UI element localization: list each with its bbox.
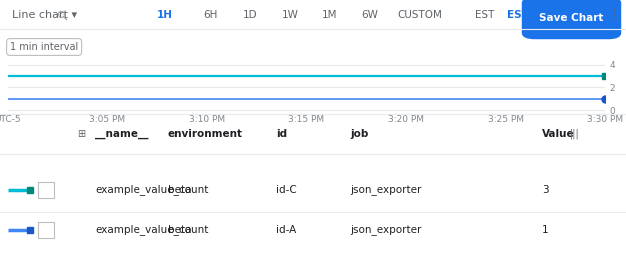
Text: Value: Value xyxy=(542,129,575,139)
Text: id-C: id-C xyxy=(276,185,297,195)
Text: __name__: __name__ xyxy=(95,129,148,139)
Text: EST: EST xyxy=(507,10,529,20)
Text: |||: ||| xyxy=(570,129,580,139)
Bar xyxy=(38,222,54,238)
Text: environment: environment xyxy=(168,129,243,139)
Text: json_exporter: json_exporter xyxy=(350,184,421,196)
Text: json_exporter: json_exporter xyxy=(350,225,421,235)
Text: EST: EST xyxy=(475,10,495,20)
Text: 6W: 6W xyxy=(362,10,379,20)
Text: Line chart ▾: Line chart ▾ xyxy=(12,10,77,20)
Text: ⚲: ⚲ xyxy=(55,7,71,23)
Text: beta: beta xyxy=(168,225,192,235)
Text: ⋮: ⋮ xyxy=(608,8,622,22)
Text: 1 min interval: 1 min interval xyxy=(10,42,78,52)
Text: beta: beta xyxy=(168,185,192,195)
Text: 3: 3 xyxy=(542,185,548,195)
Text: 1: 1 xyxy=(542,225,548,235)
Text: 1M: 1M xyxy=(322,10,338,20)
Text: Save Chart: Save Chart xyxy=(540,13,603,23)
Text: job: job xyxy=(350,129,368,139)
Text: ⊞: ⊞ xyxy=(77,129,85,139)
Text: example_value_count: example_value_count xyxy=(95,184,208,196)
Text: example_value_count: example_value_count xyxy=(95,225,208,235)
Text: 1W: 1W xyxy=(282,10,299,20)
Bar xyxy=(38,182,54,198)
Text: id: id xyxy=(276,129,287,139)
Text: 6H: 6H xyxy=(203,10,217,20)
Text: 1D: 1D xyxy=(243,10,257,20)
Text: CUSTOM: CUSTOM xyxy=(398,10,443,20)
Text: 1H: 1H xyxy=(157,10,173,20)
Text: id-A: id-A xyxy=(276,225,296,235)
